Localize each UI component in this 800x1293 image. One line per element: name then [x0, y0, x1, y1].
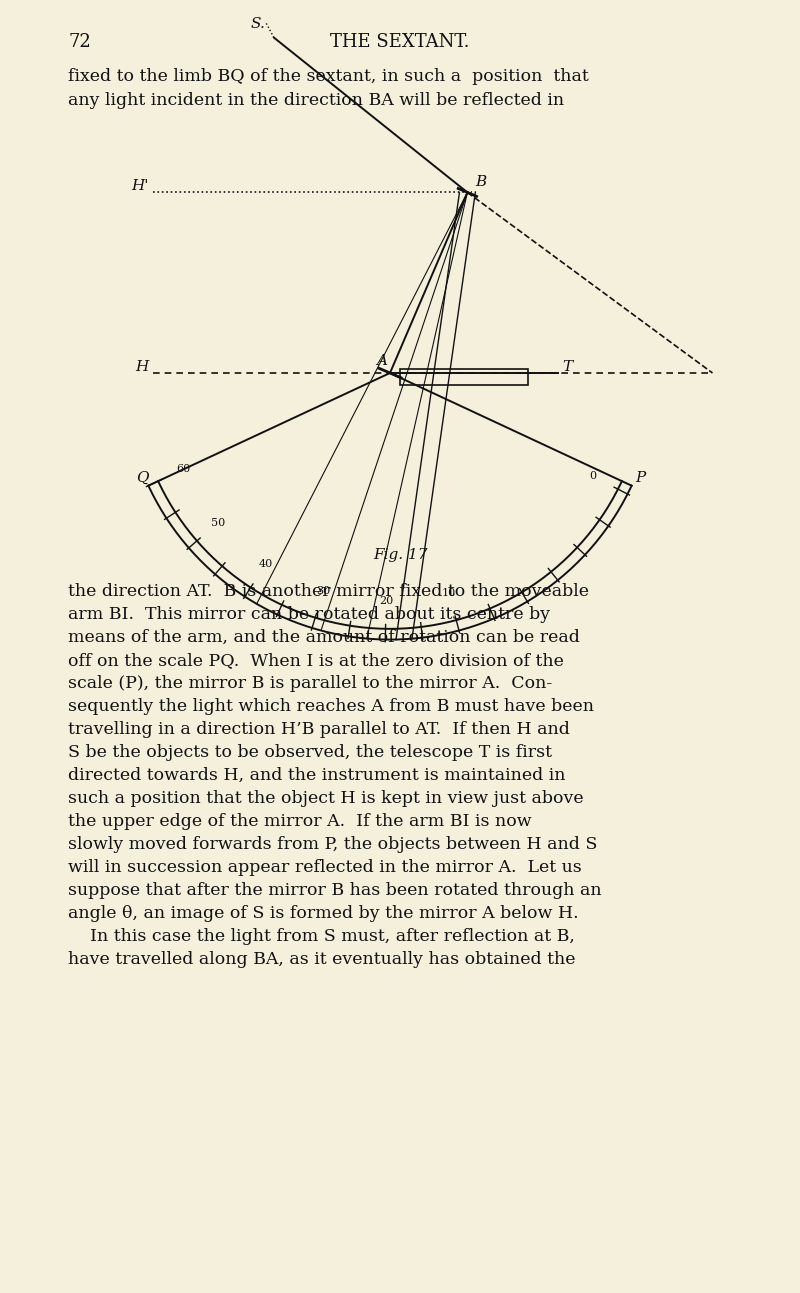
Text: 20: 20 [379, 596, 393, 606]
Text: have travelled along BA, as it eventually has obtained the: have travelled along BA, as it eventuall… [68, 950, 575, 968]
Text: slowly moved forwards from P, the objects between H and S: slowly moved forwards from P, the object… [68, 837, 598, 853]
Text: any light incident in the direction BA will be reflected in: any light incident in the direction BA w… [68, 92, 564, 109]
Text: A: A [376, 354, 387, 369]
Text: B: B [475, 176, 486, 189]
Text: the upper edge of the mirror A.  If the arm BI is now: the upper edge of the mirror A. If the a… [68, 813, 532, 830]
Text: 0: 0 [590, 472, 597, 481]
Text: S be the objects to be observed, the telescope T is first: S be the objects to be observed, the tel… [68, 743, 552, 762]
Text: suppose that after the mirror B has been rotated through an: suppose that after the mirror B has been… [68, 882, 602, 899]
Text: 72: 72 [68, 34, 90, 50]
Text: scale (P), the mirror B is parallel to the mirror A.  Con-: scale (P), the mirror B is parallel to t… [68, 675, 552, 692]
Text: fixed to the limb BQ of the sextant, in such a  position  that: fixed to the limb BQ of the sextant, in … [68, 69, 589, 85]
Text: angle θ, an image of S is formed by the mirror A below H.: angle θ, an image of S is formed by the … [68, 905, 578, 922]
Text: 60: 60 [176, 464, 190, 475]
Text: 50: 50 [211, 517, 225, 528]
Text: will in succession appear reflected in the mirror A.  Let us: will in succession appear reflected in t… [68, 859, 582, 875]
Text: H': H' [131, 180, 149, 194]
Text: H: H [135, 359, 149, 374]
Text: Q: Q [136, 471, 149, 485]
Text: sequently the light which reaches A from B must have been: sequently the light which reaches A from… [68, 698, 594, 715]
Text: T: T [562, 359, 573, 374]
Text: travelling in a direction H’B parallel to AT.  If then H and: travelling in a direction H’B parallel t… [68, 721, 570, 738]
Text: THE SEXTANT.: THE SEXTANT. [330, 34, 470, 50]
Text: off on the scale PQ.  When I is at the zero division of the: off on the scale PQ. When I is at the ze… [68, 652, 564, 668]
Text: means of the arm, and the amount of rotation can be read: means of the arm, and the amount of rota… [68, 628, 580, 646]
Text: S.: S. [251, 17, 266, 31]
Text: directed towards H, and the instrument is maintained in: directed towards H, and the instrument i… [68, 767, 566, 784]
Text: Fig. 17: Fig. 17 [373, 548, 427, 562]
Text: 30: 30 [316, 586, 330, 596]
Text: P: P [636, 471, 646, 485]
Text: In this case the light from S must, after reflection at B,: In this case the light from S must, afte… [68, 928, 575, 945]
Text: 10: 10 [442, 588, 456, 599]
Text: the direction AT.  B is another mirror fixed to the moveable: the direction AT. B is another mirror fi… [68, 583, 589, 600]
Bar [400, 369, 528, 385]
Text: 40: 40 [258, 559, 273, 569]
Text: arm BI.  This mirror can be rotated about its centre by: arm BI. This mirror can be rotated about… [68, 606, 550, 623]
Text: such a position that the object H is kept in view just above: such a position that the object H is kep… [68, 790, 584, 807]
